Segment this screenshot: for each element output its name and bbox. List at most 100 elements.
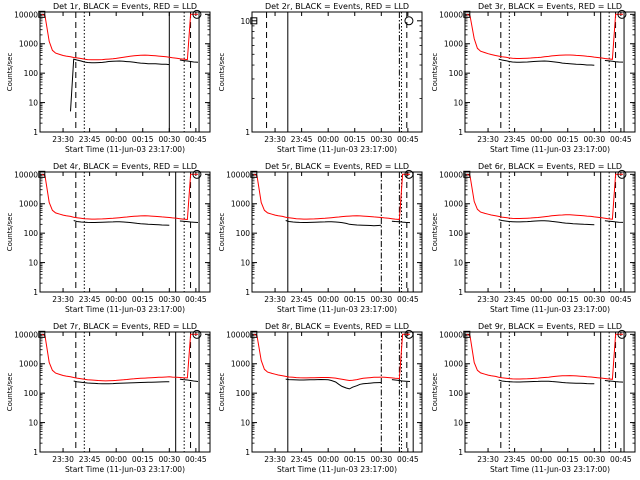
chart-title: Det 8r, BLACK = Events, RED = LLD <box>265 322 409 331</box>
y-axis-label: Counts/sec <box>6 213 14 252</box>
y-tick-label: 1 <box>458 448 463 457</box>
circle-marker <box>192 329 202 339</box>
series-events <box>73 378 199 385</box>
square-marker <box>38 330 46 338</box>
y-tick-label: 1 <box>33 288 38 297</box>
x-tick-label: 23:30 <box>264 295 286 304</box>
y-tick-label: 1 <box>458 128 463 137</box>
x-tick-label: 00:45 <box>397 135 419 144</box>
series-lld <box>41 13 198 61</box>
panel-5: Det 5r, BLACK = Events, RED = LLD Counts/… <box>218 162 423 314</box>
y-tick-label: 1000 <box>231 200 250 209</box>
y-tick-label: 1 <box>33 128 38 137</box>
x-axis-label: Start Time (11-Jun-03 23:17:00) <box>65 145 185 154</box>
plot-frame <box>464 171 636 293</box>
x-tick-label: 00:30 <box>158 135 180 144</box>
series-events <box>285 220 411 227</box>
y-tick-label: 1 <box>458 288 463 297</box>
chart-title: Det 9r, BLACK = Events, RED = LLD <box>478 322 622 331</box>
x-tick-label: 00:45 <box>610 455 632 464</box>
x-axis-label: Start Time (11-Jun-03 23:17:00) <box>490 465 610 474</box>
x-tick-label: 00:30 <box>583 135 605 144</box>
panel-2: Det 2r, BLACK = Events, RED = LLD Counts/… <box>218 2 423 154</box>
x-axis-label: Start Time (11-Jun-03 23:17:00) <box>277 145 397 154</box>
x-tick-label: 23:45 <box>291 455 313 464</box>
circle-marker <box>617 169 627 179</box>
y-tick-label: 1000 <box>444 200 463 209</box>
x-tick-label: 23:30 <box>477 295 499 304</box>
x-tick-label: 00:00 <box>317 295 339 304</box>
y-tick-label: 1 <box>245 288 250 297</box>
x-tick-label: 00:30 <box>583 455 605 464</box>
chart-title: Det 1r, BLACK = Events, RED = LLD <box>53 2 197 11</box>
x-tick-label: 00:15 <box>557 135 579 144</box>
x-tick-label: 00:30 <box>158 295 180 304</box>
y-tick-label: 100 <box>24 69 39 78</box>
y-axis-label: Counts/sec <box>6 373 14 412</box>
y-tick-label: 100 <box>449 229 464 238</box>
x-axis-label: Start Time (11-Jun-03 23:17:00) <box>65 465 185 474</box>
y-tick-label: 10 <box>240 259 250 268</box>
series-lld <box>466 333 623 380</box>
y-axis-label: Counts/sec <box>431 53 439 92</box>
y-tick-label: 10 <box>28 259 38 268</box>
plot-frame <box>251 331 423 453</box>
x-tick-label: 23:30 <box>264 135 286 144</box>
circle-marker <box>192 9 202 19</box>
y-tick-label: 100 <box>236 229 251 238</box>
plot-frame <box>39 331 211 453</box>
circle-marker <box>617 9 627 19</box>
x-axis-label: Start Time (11-Jun-03 23:17:00) <box>490 145 610 154</box>
y-tick-label: 10000 <box>439 170 463 179</box>
x-tick-label: 00:00 <box>530 295 552 304</box>
y-tick-label: 10 <box>453 419 463 428</box>
plot-frame <box>464 331 636 453</box>
series-events <box>498 219 624 226</box>
chart-title: Det 3r, BLACK = Events, RED = LLD <box>478 2 622 11</box>
circle-marker <box>404 169 414 179</box>
y-tick-label: 1 <box>33 448 38 457</box>
y-tick-label: 1 <box>245 128 250 137</box>
square-marker <box>38 170 46 178</box>
x-tick-label: 00:45 <box>185 455 207 464</box>
y-tick-label: 10000 <box>439 330 463 339</box>
y-tick-label: 100 <box>24 389 39 398</box>
x-tick-label: 00:30 <box>583 295 605 304</box>
square-marker <box>463 170 471 178</box>
y-tick-label: 100 <box>449 389 464 398</box>
panel-4: Det 4r, BLACK = Events, RED = LLD Counts/… <box>6 162 211 314</box>
x-tick-label: 00:15 <box>557 455 579 464</box>
plot-frame <box>39 171 211 293</box>
square-marker <box>250 170 258 178</box>
x-tick-label: 00:15 <box>132 295 154 304</box>
x-tick-label: 00:45 <box>610 295 632 304</box>
square-marker <box>38 10 46 18</box>
x-tick-label: 00:15 <box>557 295 579 304</box>
x-tick-label: 00:30 <box>158 455 180 464</box>
series-events <box>498 58 624 66</box>
plot-frame <box>464 11 636 133</box>
x-tick-label: 00:45 <box>185 295 207 304</box>
y-axis-label: Counts/sec <box>218 373 226 412</box>
y-tick-label: 100 <box>236 389 251 398</box>
x-tick-label: 23:45 <box>79 455 101 464</box>
x-tick-label: 00:00 <box>530 455 552 464</box>
plot-frame <box>39 11 211 133</box>
x-tick-label: 00:00 <box>317 135 339 144</box>
plot-frame <box>251 171 423 293</box>
x-tick-label: 23:45 <box>504 455 526 464</box>
circle-marker <box>404 329 414 339</box>
y-tick-label: 1000 <box>444 40 463 49</box>
chart-title: Det 4r, BLACK = Events, RED = LLD <box>53 162 197 171</box>
x-tick-label: 00:45 <box>397 455 419 464</box>
x-tick-label: 00:45 <box>397 295 419 304</box>
y-tick-label: 1 <box>245 448 250 457</box>
x-tick-label: 23:30 <box>52 135 74 144</box>
circle-marker <box>617 329 627 339</box>
x-tick-label: 00:15 <box>344 295 366 304</box>
series-events <box>73 220 199 226</box>
series-lld <box>253 333 410 382</box>
x-tick-label: 23:30 <box>52 455 74 464</box>
x-axis-label: Start Time (11-Jun-03 23:17:00) <box>490 305 610 314</box>
y-tick-label: 100 <box>24 229 39 238</box>
